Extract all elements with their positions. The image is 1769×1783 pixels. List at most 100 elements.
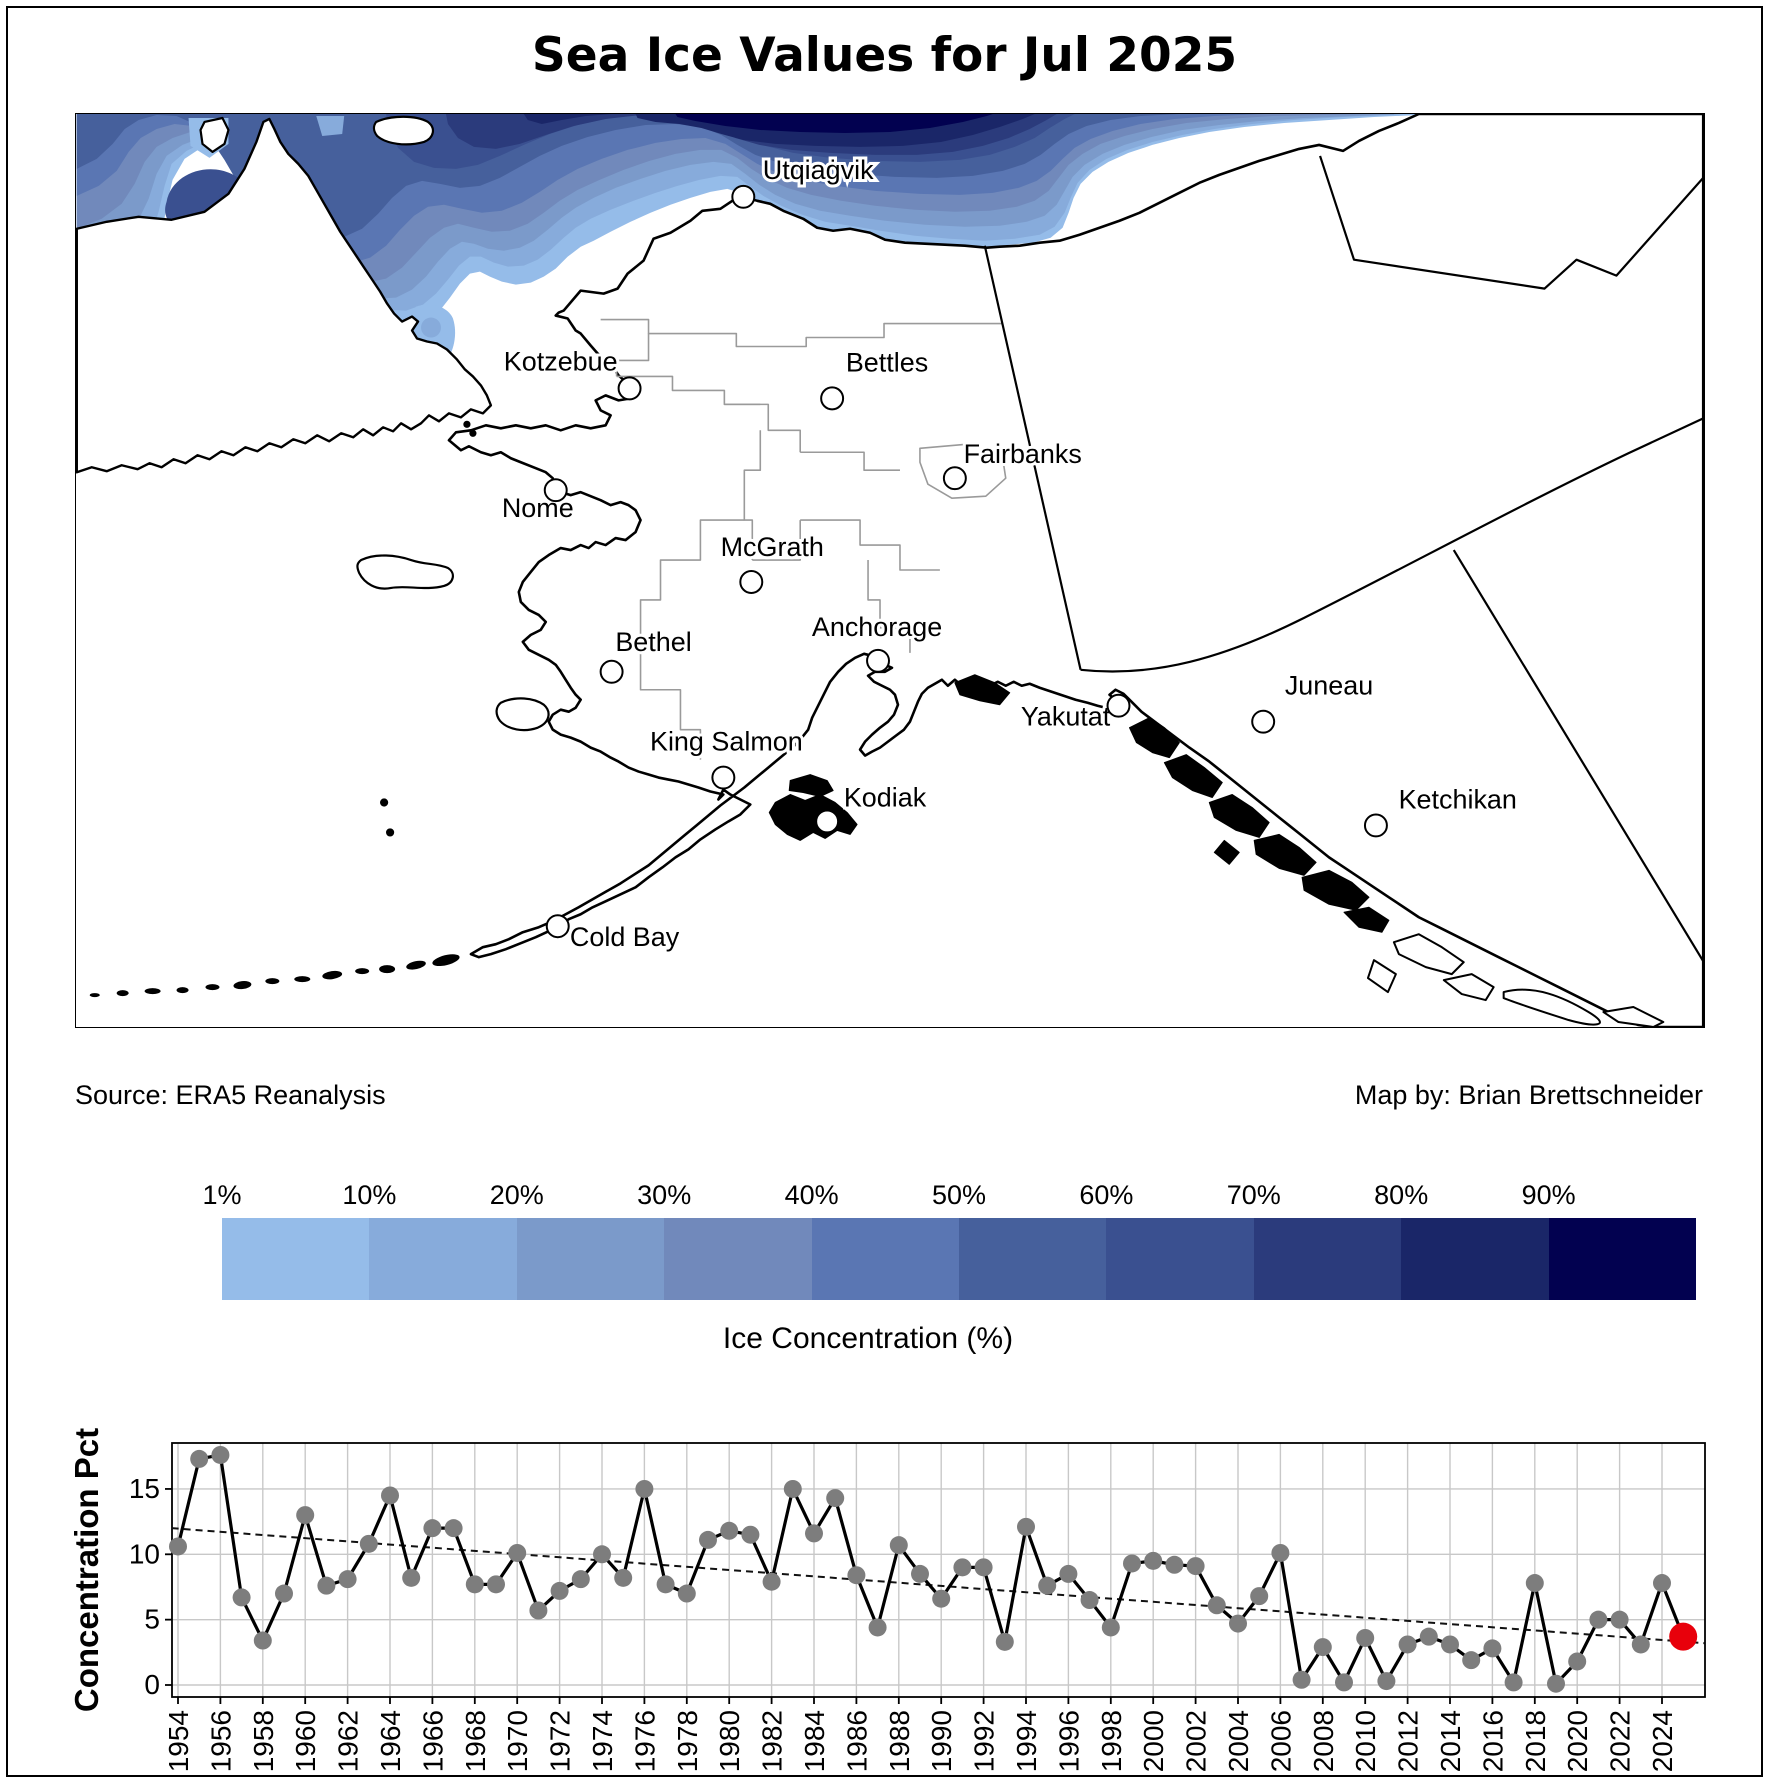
x-tick-label: 2020	[1562, 1710, 1593, 1772]
legend-color-cell	[516, 1218, 665, 1300]
x-tick-label: 1986	[841, 1710, 872, 1772]
panhandle-island-4	[1253, 833, 1317, 876]
panhandle-island-3	[1208, 794, 1270, 838]
legend-color-cell	[811, 1218, 960, 1300]
legend-label: 1%	[202, 1180, 242, 1210]
x-tick-label: 2004	[1223, 1710, 1254, 1772]
city-marker	[815, 809, 840, 834]
x-tick-label: 1980	[714, 1710, 745, 1772]
island-diomede-1	[463, 420, 471, 428]
data-point	[889, 1536, 908, 1555]
data-point	[275, 1584, 293, 1603]
panhandle-island-5	[1301, 869, 1370, 911]
data-point	[805, 1524, 823, 1543]
data-point	[1335, 1673, 1353, 1692]
x-tick-label: 1982	[757, 1710, 788, 1772]
x-tick-label: 1972	[545, 1710, 576, 1772]
data-point	[1504, 1673, 1523, 1692]
data-point	[677, 1584, 696, 1603]
data-point	[1653, 1574, 1671, 1593]
chukotka-landmass	[76, 117, 493, 474]
data-point	[974, 1558, 993, 1577]
x-tick-label: 1976	[629, 1710, 660, 1772]
map-credit-text: Map by: Brian Brettschneider	[1354, 1080, 1703, 1110]
aleutian-islands	[89, 954, 460, 998]
legend-label: 50%	[931, 1180, 987, 1210]
trend-line	[171, 1527, 1705, 1645]
plot-border	[171, 1442, 1706, 1698]
island-pribilof-2	[386, 828, 395, 837]
data-point	[296, 1506, 315, 1525]
data-point	[720, 1521, 739, 1540]
data-point	[529, 1601, 548, 1620]
x-tick-label: 2012	[1393, 1710, 1424, 1772]
legend-label: 40%	[784, 1180, 839, 1210]
y-tick-label: 0	[144, 1669, 160, 1700]
data-point	[1398, 1635, 1417, 1654]
borough-boundaries	[600, 318, 1007, 760]
legend-label: 80%	[1374, 1180, 1429, 1210]
legend-title: Ice Concentration (%)	[722, 1322, 1014, 1355]
data-point	[253, 1631, 272, 1650]
x-tick-label: 1990	[926, 1710, 957, 1772]
data-point	[953, 1558, 972, 1577]
legend-tick-labels: 1% 10% 20% 30% 40% 50% 60% 70% 80% 90%	[0, 1180, 1769, 1214]
x-tick-label: 2010	[1350, 1710, 1381, 1772]
data-point	[1080, 1591, 1099, 1610]
concentration-timeseries-chart: 0 5 10 15 1954 1956 1958 1960 1962 1964 1966 1968 19…	[68, 1428, 1706, 1772]
x-tick-label: 2008	[1308, 1710, 1339, 1772]
city-marker	[731, 184, 756, 209]
data-point	[699, 1530, 717, 1549]
city-marker	[866, 648, 890, 673]
data-point	[868, 1618, 887, 1637]
city-label: Fairbanks	[964, 439, 1082, 469]
city-marker	[617, 376, 642, 401]
data-point	[1165, 1555, 1184, 1574]
city-marker	[942, 466, 967, 491]
x-tick-label: 1984	[799, 1710, 830, 1772]
data-point	[783, 1479, 802, 1498]
x-tick-label: 1988	[884, 1710, 915, 1772]
city-marker	[599, 659, 624, 684]
x-tick-label: 1968	[460, 1710, 491, 1772]
data-point	[232, 1588, 251, 1607]
data-point	[1377, 1672, 1396, 1691]
data-point	[402, 1568, 421, 1587]
city-marker	[1106, 693, 1131, 718]
data-point	[1271, 1543, 1290, 1562]
data-point	[847, 1566, 866, 1585]
page-title: Sea Ice Values for Jul 2025	[531, 28, 1238, 83]
data-point	[911, 1564, 929, 1583]
city-label: Yakutat	[1021, 702, 1111, 732]
city-label: Bettles	[846, 347, 928, 377]
data-point	[550, 1581, 569, 1600]
data-point	[1631, 1635, 1650, 1654]
city-marker	[1363, 813, 1388, 838]
data-point	[1207, 1596, 1226, 1615]
city-marker	[543, 478, 568, 503]
y-axis-title: Concentration Pct	[68, 1428, 105, 1712]
city-label: Juneau	[1285, 671, 1373, 701]
y-tick-label: 5	[144, 1604, 160, 1635]
x-tick-label: 2018	[1520, 1710, 1551, 1772]
alaska-landmass	[447, 114, 1704, 1027]
data-point	[593, 1545, 611, 1564]
chart-plot: 0 5 10 15 1954 1956 1958 1960 1962 1964 1966 1968 19…	[68, 1428, 1706, 1772]
x-tick-label: 1996	[1053, 1710, 1084, 1772]
legend-color-cell	[1106, 1218, 1254, 1300]
x-tick-label: 1962	[333, 1710, 364, 1772]
island-wrangel	[372, 115, 434, 146]
data-point	[1313, 1638, 1332, 1657]
data-point	[317, 1576, 336, 1595]
data-point	[826, 1489, 845, 1508]
legend-color-cell	[1401, 1218, 1549, 1300]
legend-color-cell	[664, 1218, 812, 1300]
yukon-nwt-border	[1319, 155, 1704, 290]
x-tick-label: 1974	[587, 1710, 618, 1772]
data-point	[995, 1632, 1014, 1651]
alaska-map-panel: Utqiaġvik Kotzebue Bettles Nome Fairbanks McG…	[75, 113, 1705, 1028]
islands	[199, 115, 550, 837]
data-point	[1250, 1587, 1269, 1606]
data-point	[423, 1519, 442, 1538]
